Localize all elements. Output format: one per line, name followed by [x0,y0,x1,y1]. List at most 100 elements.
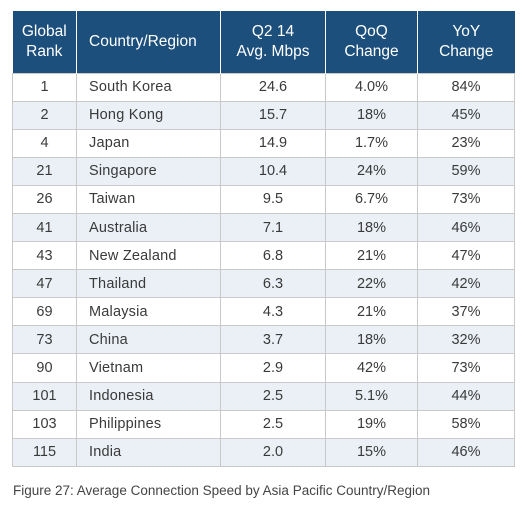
cell-qoq: 6.7% [325,184,418,214]
cell-yoy: 73% [417,353,515,383]
cell-country: Indonesia [76,381,221,411]
table-row: 2 Hong Kong 15.7 18% 45% [12,100,515,130]
cell-speed: 2.5 [220,381,326,411]
cell-qoq: 21% [325,297,418,327]
cell-country: Taiwan [76,184,221,214]
header-yoy-line1: YoY [452,22,481,40]
cell-rank: 41 [12,212,77,243]
cell-qoq: 24% [325,156,418,186]
cell-speed: 2.0 [220,437,326,467]
header-row: Global Rank Country/Region Q2 14 Avg. Mb… [12,11,515,73]
table-row: 21 Singapore 10.4 24% 59% [12,156,515,186]
cell-rank: 90 [12,353,77,383]
table-row: 101 Indonesia 2.5 5.1% 44% [12,381,515,411]
table-row: 41 Australia 7.1 18% 46% [12,212,515,243]
table-body: 1 South Korea 24.6 4.0% 84% 2 Hong Kong … [12,72,515,467]
table-row: 115 India 2.0 15% 46% [12,437,515,467]
cell-speed: 10.4 [220,156,326,186]
cell-country: Vietnam [76,353,221,383]
cell-yoy: 23% [417,128,515,158]
cell-rank: 26 [12,184,77,214]
cell-speed: 3.7 [220,325,326,355]
cell-speed: 4.3 [220,297,326,327]
cell-country: China [76,325,221,355]
cell-qoq: 1.7% [325,128,418,158]
cell-qoq: 21% [325,241,418,271]
cell-qoq: 22% [325,269,418,299]
header-qoq-line2: Change [344,42,399,60]
cell-yoy: 46% [417,437,515,467]
cell-yoy: 32% [417,325,515,355]
cell-country: Australia [76,212,221,243]
cell-rank: 73 [12,325,77,355]
cell-yoy: 73% [417,184,515,214]
cell-yoy: 84% [417,72,515,102]
cell-rank: 103 [12,409,77,439]
cell-qoq: 18% [325,212,418,243]
cell-country: New Zealand [76,241,221,271]
cell-speed: 9.5 [220,184,326,214]
table-row: 43 New Zealand 6.8 21% 47% [12,241,515,271]
cell-qoq: 19% [325,409,418,439]
cell-qoq: 18% [325,100,418,130]
cell-qoq: 42% [325,353,418,383]
table-row: 26 Taiwan 9.5 6.7% 73% [12,184,515,214]
figure-caption: Figure 27: Average Connection Speed by A… [13,483,431,498]
table-row: 69 Malaysia 4.3 21% 37% [12,297,515,327]
header-yoy-change: YoY Change [417,11,515,73]
cell-country: Japan [76,128,221,158]
cell-speed: 6.8 [220,241,326,271]
cell-rank: 2 [12,100,77,130]
cell-country: Philippines [76,409,221,439]
cell-country: India [76,437,221,467]
cell-qoq: 4.0% [325,72,418,102]
header-yoy-line2: Change [439,42,494,60]
cell-rank: 47 [12,269,77,299]
cell-yoy: 58% [417,409,515,439]
cell-speed: 14.9 [220,128,326,158]
header-avg-mbps-line1: Q2 14 [251,22,295,40]
cell-rank: 1 [12,72,77,102]
table-row: 1 South Korea 24.6 4.0% 84% [12,72,515,102]
table-row: 103 Philippines 2.5 19% 58% [12,409,515,439]
cell-country: South Korea [76,72,221,102]
table-row: 73 China 3.7 18% 32% [12,325,515,355]
cell-rank: 4 [12,128,77,158]
header-global-rank-line2: Rank [26,42,63,60]
table-row: 90 Vietnam 2.9 42% 73% [12,353,515,383]
cell-speed: 6.3 [220,269,326,299]
cell-qoq: 5.1% [325,381,418,411]
header-global-rank: Global Rank [12,11,77,73]
cell-country: Singapore [76,156,221,186]
cell-rank: 115 [12,437,77,467]
speed-table-container: Global Rank Country/Region Q2 14 Avg. Mb… [12,11,515,467]
cell-yoy: 44% [417,381,515,411]
cell-rank: 101 [12,381,77,411]
cell-qoq: 15% [325,437,418,467]
cell-yoy: 42% [417,269,515,299]
cell-country: Malaysia [76,297,221,327]
cell-speed: 2.5 [220,409,326,439]
cell-rank: 69 [12,297,77,327]
header-global-rank-line1: Global [21,22,67,40]
cell-yoy: 59% [417,156,515,186]
cell-country: Thailand [76,269,221,299]
header-avg-mbps-line2: Avg. Mbps [236,42,310,60]
connection-speed-table: Global Rank Country/Region Q2 14 Avg. Mb… [12,11,515,467]
cell-rank: 43 [12,241,77,271]
cell-country: Hong Kong [76,100,221,130]
cell-rank: 21 [12,156,77,186]
cell-qoq: 18% [325,325,418,355]
table-row: 4 Japan 14.9 1.7% 23% [12,128,515,158]
table-row: 47 Thailand 6.3 22% 42% [12,269,515,299]
cell-speed: 24.6 [220,72,326,102]
cell-speed: 15.7 [220,100,326,130]
cell-speed: 2.9 [220,353,326,383]
header-country-region: Country/Region [76,11,221,73]
header-qoq-line1: QoQ [355,22,388,40]
cell-speed: 7.1 [220,212,326,243]
cell-yoy: 46% [417,212,515,243]
cell-yoy: 45% [417,100,515,130]
header-avg-mbps: Q2 14 Avg. Mbps [220,11,326,73]
cell-yoy: 37% [417,297,515,327]
